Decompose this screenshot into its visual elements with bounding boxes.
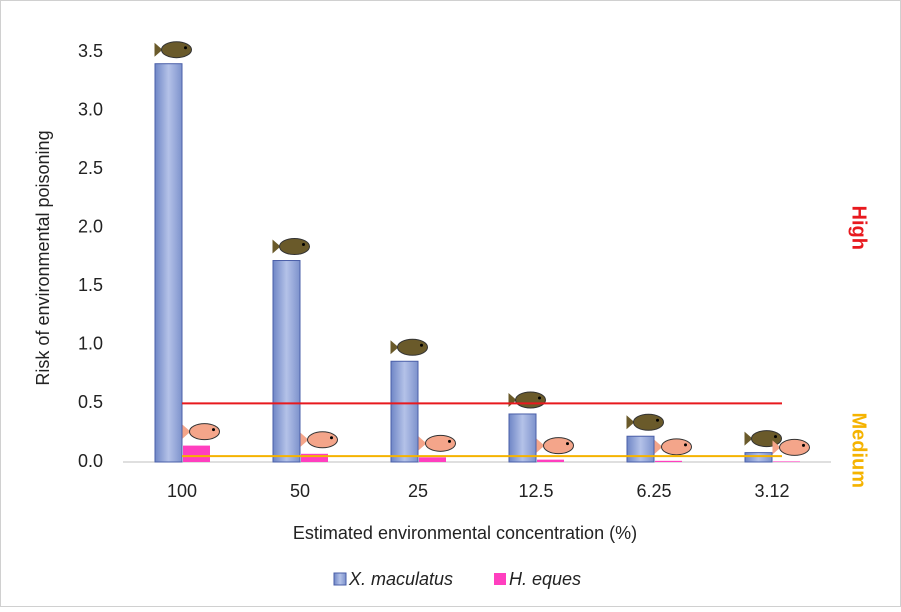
fish-body bbox=[426, 435, 456, 451]
fish-body bbox=[634, 414, 664, 430]
x-tick-label: 12.5 bbox=[518, 481, 553, 501]
fish-body bbox=[162, 42, 192, 58]
y-tick-label: 3.0 bbox=[78, 99, 103, 119]
bar bbox=[509, 414, 536, 462]
x-tick-label: 25 bbox=[408, 481, 428, 501]
fish-eye bbox=[656, 419, 659, 422]
fish-eye bbox=[802, 444, 805, 447]
legend-label: X. maculatus bbox=[348, 569, 453, 589]
bar bbox=[155, 64, 182, 462]
y-tick-label: 1.5 bbox=[78, 275, 103, 295]
legend-label: H. eques bbox=[509, 569, 581, 589]
fish-body bbox=[516, 392, 546, 408]
x-tick-label: 6.25 bbox=[636, 481, 671, 501]
y-tick-label: 1.0 bbox=[78, 334, 103, 354]
fish-body bbox=[308, 432, 338, 448]
bar bbox=[391, 361, 418, 462]
fish-eye bbox=[212, 428, 215, 431]
fish-eye bbox=[774, 435, 777, 438]
fish-eye bbox=[420, 344, 423, 347]
y-tick-label: 3.5 bbox=[78, 41, 103, 61]
bar bbox=[655, 461, 682, 462]
threshold-label: High bbox=[848, 205, 870, 249]
legend-swatch bbox=[334, 573, 346, 585]
fish-eye bbox=[566, 442, 569, 445]
y-tick-label: 2.0 bbox=[78, 216, 103, 236]
y-tick-label: 0.5 bbox=[78, 392, 103, 412]
fish-body bbox=[752, 431, 782, 447]
bar bbox=[745, 453, 772, 462]
bar bbox=[773, 461, 800, 462]
fish-body bbox=[544, 438, 574, 454]
bar bbox=[627, 436, 654, 462]
bar bbox=[183, 446, 210, 462]
bar bbox=[301, 454, 328, 462]
legend-swatch bbox=[494, 573, 506, 585]
bar bbox=[419, 457, 446, 462]
y-tick-label: 0.0 bbox=[78, 451, 103, 471]
chart: Estimated environmental concentration (%… bbox=[0, 0, 901, 607]
fish-body bbox=[662, 439, 692, 455]
fish-eye bbox=[302, 243, 305, 246]
x-tick-label: 100 bbox=[167, 481, 197, 501]
threshold-label: Medium bbox=[848, 413, 870, 489]
y-axis-label: Risk of environmental poisoning bbox=[33, 130, 53, 385]
fish-eye bbox=[184, 46, 187, 49]
x-tick-label: 50 bbox=[290, 481, 310, 501]
fish-eye bbox=[448, 440, 451, 443]
fish-body bbox=[280, 239, 310, 255]
fish-eye bbox=[330, 436, 333, 439]
bar bbox=[273, 261, 300, 462]
frame bbox=[1, 1, 901, 607]
x-tick-label: 3.12 bbox=[754, 481, 789, 501]
fish-eye bbox=[684, 443, 687, 446]
y-tick-label: 2.5 bbox=[78, 158, 103, 178]
bar bbox=[537, 460, 564, 462]
fish-body bbox=[190, 424, 220, 440]
x-axis-label: Estimated environmental concentration (%… bbox=[293, 523, 637, 543]
fish-eye bbox=[538, 396, 541, 399]
fish-body bbox=[398, 339, 428, 355]
fish-body bbox=[780, 439, 810, 455]
